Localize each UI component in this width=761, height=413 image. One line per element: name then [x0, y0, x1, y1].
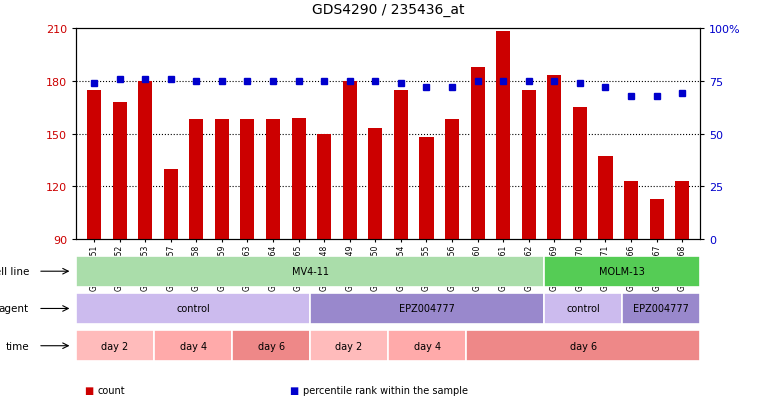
- Text: agent: agent: [0, 304, 29, 314]
- Bar: [76, 330, 154, 361]
- Text: MOLM-13: MOLM-13: [599, 266, 645, 277]
- Bar: [317, 134, 331, 240]
- Bar: [544, 256, 700, 287]
- Bar: [164, 169, 178, 240]
- Text: day 4: day 4: [413, 341, 441, 351]
- Text: control: control: [177, 304, 210, 314]
- Bar: [113, 103, 126, 240]
- Text: cell line: cell line: [0, 266, 29, 277]
- Bar: [310, 293, 544, 324]
- Bar: [266, 120, 280, 240]
- Text: count: count: [97, 385, 125, 395]
- Bar: [310, 330, 388, 361]
- Text: EPZ004777: EPZ004777: [633, 304, 689, 314]
- Bar: [624, 182, 638, 240]
- Bar: [496, 33, 510, 240]
- Bar: [573, 108, 587, 240]
- Bar: [388, 330, 466, 361]
- Bar: [76, 256, 544, 287]
- Bar: [622, 293, 700, 324]
- Bar: [675, 182, 689, 240]
- Bar: [87, 90, 101, 240]
- Bar: [368, 129, 382, 240]
- Text: EPZ004777: EPZ004777: [400, 304, 455, 314]
- Bar: [342, 82, 357, 240]
- Text: day 2: day 2: [336, 341, 363, 351]
- Bar: [547, 76, 562, 240]
- Text: control: control: [566, 304, 600, 314]
- Bar: [394, 90, 408, 240]
- Bar: [419, 138, 434, 240]
- Text: GDS4290 / 235436_at: GDS4290 / 235436_at: [312, 2, 464, 17]
- Bar: [76, 293, 310, 324]
- Bar: [240, 120, 254, 240]
- Text: day 2: day 2: [101, 341, 129, 351]
- Text: ■: ■: [289, 385, 298, 395]
- Bar: [466, 330, 700, 361]
- Bar: [154, 330, 232, 361]
- Bar: [544, 293, 622, 324]
- Text: day 6: day 6: [257, 341, 285, 351]
- Bar: [445, 120, 459, 240]
- Text: day 6: day 6: [569, 341, 597, 351]
- Bar: [138, 82, 152, 240]
- Text: day 4: day 4: [180, 341, 207, 351]
- Bar: [522, 90, 536, 240]
- Text: time: time: [5, 341, 29, 351]
- Text: percentile rank within the sample: percentile rank within the sample: [303, 385, 468, 395]
- Bar: [470, 68, 485, 240]
- Bar: [232, 330, 310, 361]
- Text: MV4-11: MV4-11: [291, 266, 329, 277]
- Bar: [189, 120, 203, 240]
- Bar: [291, 119, 306, 240]
- Bar: [650, 199, 664, 240]
- Bar: [215, 120, 229, 240]
- Bar: [598, 157, 613, 240]
- Text: ■: ■: [84, 385, 93, 395]
